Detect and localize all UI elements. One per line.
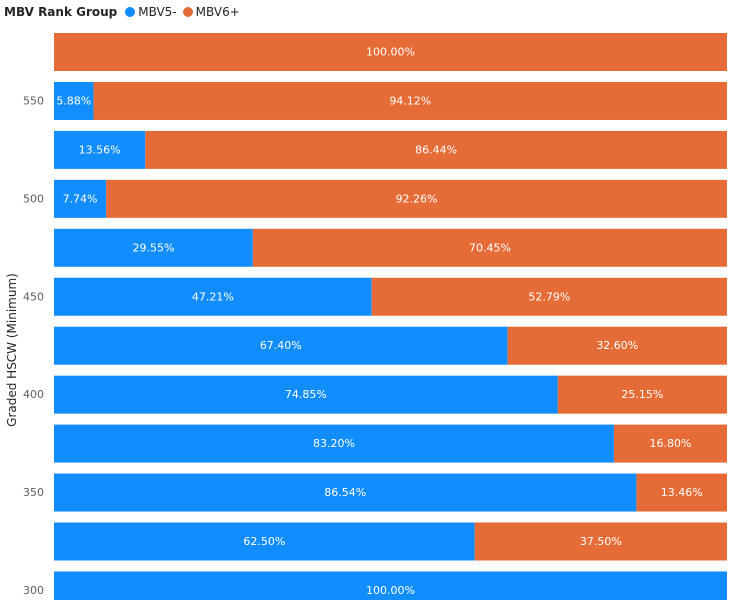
- bar-segment-mbv6-10[interactable]: [474, 522, 728, 561]
- data-label-mbv5-10: 62.50%: [243, 535, 285, 548]
- bar-segment-mbv5-9[interactable]: [54, 473, 637, 512]
- legend-item-mbv6[interactable]: MBV6+: [182, 5, 240, 19]
- bar-segment-mbv5-5[interactable]: [54, 277, 372, 316]
- bar-segment-mbv6-8[interactable]: [613, 424, 727, 463]
- y-tick-label-500: 500: [23, 192, 44, 205]
- bar-segment-mbv5-1[interactable]: [54, 81, 94, 120]
- data-label-mbv6-10: 37.50%: [580, 535, 622, 548]
- y-tick-label-350: 350: [23, 486, 44, 499]
- bar-segment-mbv5-3[interactable]: [54, 179, 107, 218]
- data-label-mbv6-0: 100.00%: [366, 46, 415, 59]
- y-tick-label-300: 300: [23, 584, 44, 597]
- data-label-mbv6-5: 52.79%: [528, 290, 570, 303]
- legend-label-mbv6: MBV6+: [195, 5, 240, 19]
- y-tick-label-450: 450: [23, 290, 44, 303]
- bar-segment-mbv5-4[interactable]: [54, 228, 253, 267]
- bar-segment-mbv6-2[interactable]: [145, 130, 727, 169]
- legend-swatch-mbv6-icon: [182, 7, 193, 17]
- bar-segment-mbv6-6[interactable]: [507, 326, 727, 365]
- bar-segment-mbv6-5[interactable]: [371, 277, 727, 316]
- data-label-mbv5-5: 47.21%: [192, 290, 234, 303]
- bar-segment-mbv6-1[interactable]: [93, 81, 727, 120]
- bar-segment-mbv6-9[interactable]: [636, 473, 727, 512]
- legend-label-mbv5: MBV5-: [138, 5, 177, 19]
- data-label-mbv5-11: 100.00%: [366, 584, 415, 597]
- data-label-mbv5-2: 13.56%: [79, 143, 121, 156]
- legend-title: MBV Rank Group: [4, 5, 118, 19]
- bar-segment-mbv5-8[interactable]: [54, 424, 614, 463]
- data-label-mbv6-3: 92.26%: [396, 192, 438, 205]
- bar-segment-mbv5-7[interactable]: [54, 375, 558, 414]
- bar-segment-mbv6-3[interactable]: [106, 179, 728, 218]
- bar-segment-mbv5-10[interactable]: [54, 522, 475, 561]
- data-label-mbv5-1: 5.88%: [56, 94, 91, 107]
- bar-segment-mbv5-6[interactable]: [54, 326, 508, 365]
- legend: MBV Rank Group MBV5- MBV6+: [4, 3, 246, 21]
- legend-swatch-mbv5-icon: [125, 7, 136, 17]
- y-tick-label-400: 400: [23, 388, 44, 401]
- y-tick-label-550: 550: [23, 94, 44, 107]
- data-label-mbv5-6: 67.40%: [260, 339, 302, 352]
- data-label-mbv6-1: 94.12%: [389, 94, 431, 107]
- bar-segment-mbv5-11[interactable]: [54, 571, 727, 600]
- bar-segment-mbv5-2[interactable]: [54, 130, 146, 169]
- data-label-mbv6-6: 32.60%: [596, 339, 638, 352]
- data-label-mbv5-7: 74.85%: [285, 388, 327, 401]
- data-label-mbv5-4: 29.55%: [132, 241, 174, 254]
- data-label-mbv6-2: 86.44%: [415, 143, 457, 156]
- data-label-mbv6-8: 16.80%: [649, 437, 691, 450]
- data-label-mbv6-7: 25.15%: [621, 388, 663, 401]
- data-label-mbv6-9: 13.46%: [661, 486, 703, 499]
- bar-segment-mbv6-4[interactable]: [252, 228, 727, 267]
- data-label-mbv5-3: 7.74%: [63, 192, 98, 205]
- data-label-mbv5-9: 86.54%: [324, 486, 366, 499]
- data-label-mbv6-4: 70.45%: [469, 241, 511, 254]
- data-label-mbv5-8: 83.20%: [313, 437, 355, 450]
- legend-item-mbv5[interactable]: MBV5-: [125, 5, 177, 19]
- bar-segment-mbv6-7[interactable]: [557, 375, 727, 414]
- bar-segment-mbv6-0[interactable]: [54, 33, 727, 71]
